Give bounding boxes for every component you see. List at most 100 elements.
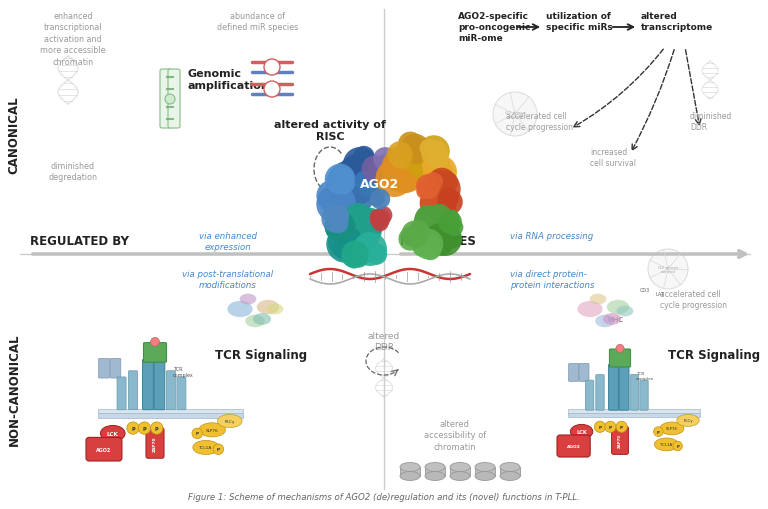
Circle shape <box>354 228 378 251</box>
Circle shape <box>430 182 453 206</box>
Circle shape <box>354 210 380 237</box>
Text: CANONICAL: CANONICAL <box>8 96 21 174</box>
Circle shape <box>405 142 432 169</box>
Text: P: P <box>196 432 199 436</box>
Circle shape <box>616 345 624 353</box>
FancyBboxPatch shape <box>160 70 172 129</box>
Text: TCR
complex: TCR complex <box>173 366 194 377</box>
Text: LCK: LCK <box>107 431 118 436</box>
Circle shape <box>423 156 457 190</box>
Text: TCR Signaling: TCR Signaling <box>668 348 760 361</box>
Text: P: P <box>155 426 158 431</box>
Circle shape <box>366 244 387 265</box>
Ellipse shape <box>617 306 634 317</box>
Text: P: P <box>609 425 612 429</box>
Circle shape <box>379 156 392 168</box>
Circle shape <box>673 441 683 451</box>
Circle shape <box>333 173 376 215</box>
Ellipse shape <box>654 438 678 451</box>
Circle shape <box>424 199 448 222</box>
Circle shape <box>366 243 385 262</box>
FancyBboxPatch shape <box>568 364 578 382</box>
Circle shape <box>192 428 203 439</box>
Circle shape <box>648 249 688 290</box>
FancyBboxPatch shape <box>631 375 639 410</box>
Circle shape <box>365 182 379 196</box>
Text: via direct protein-
protein interactions: via direct protein- protein interactions <box>510 269 594 290</box>
Text: REGULATES: REGULATES <box>400 235 477 247</box>
Ellipse shape <box>450 463 470 471</box>
Circle shape <box>422 141 449 168</box>
Circle shape <box>391 152 405 166</box>
Text: PLCγ: PLCγ <box>224 419 235 423</box>
FancyBboxPatch shape <box>619 364 629 410</box>
FancyBboxPatch shape <box>585 380 594 410</box>
Circle shape <box>352 252 367 268</box>
Circle shape <box>325 164 356 195</box>
Circle shape <box>327 197 353 223</box>
Circle shape <box>417 206 439 228</box>
Text: P: P <box>131 426 135 431</box>
FancyBboxPatch shape <box>557 435 590 457</box>
Circle shape <box>369 167 383 182</box>
Text: altered
accessibility of
chromatin: altered accessibility of chromatin <box>424 419 486 451</box>
Circle shape <box>354 208 384 238</box>
Circle shape <box>357 172 382 197</box>
Circle shape <box>443 230 462 249</box>
Circle shape <box>362 156 389 183</box>
Circle shape <box>604 421 616 433</box>
Bar <box>475 467 495 476</box>
Ellipse shape <box>500 471 520 480</box>
Text: ZAP70: ZAP70 <box>618 434 622 447</box>
FancyBboxPatch shape <box>144 343 167 362</box>
Circle shape <box>388 145 425 182</box>
Circle shape <box>440 189 455 205</box>
Circle shape <box>411 156 433 179</box>
Circle shape <box>398 132 422 157</box>
Ellipse shape <box>227 301 253 318</box>
Circle shape <box>326 161 374 208</box>
Ellipse shape <box>475 463 495 471</box>
Circle shape <box>437 190 463 215</box>
Ellipse shape <box>266 304 283 315</box>
Text: altered
DDR: altered DDR <box>368 331 400 351</box>
Circle shape <box>390 148 412 169</box>
Circle shape <box>326 226 364 263</box>
Circle shape <box>326 206 345 224</box>
Circle shape <box>387 142 412 167</box>
Circle shape <box>422 235 439 252</box>
Bar <box>98 413 243 418</box>
FancyBboxPatch shape <box>128 371 137 410</box>
Text: SLP76: SLP76 <box>666 427 678 431</box>
Ellipse shape <box>240 294 257 305</box>
Bar <box>400 467 420 476</box>
FancyBboxPatch shape <box>98 359 109 378</box>
Text: via post-translational
modifications: via post-translational modifications <box>183 269 273 290</box>
Circle shape <box>423 163 448 188</box>
Text: P: P <box>657 430 660 434</box>
Circle shape <box>339 229 359 249</box>
Text: P: P <box>676 444 679 448</box>
Circle shape <box>426 229 454 257</box>
Text: P: P <box>620 425 623 429</box>
Circle shape <box>316 186 354 223</box>
Circle shape <box>356 247 373 264</box>
Text: accelerated cell
cycle progression: accelerated cell cycle progression <box>660 290 727 309</box>
Circle shape <box>425 197 452 223</box>
Circle shape <box>389 149 416 176</box>
Ellipse shape <box>677 415 699 427</box>
Circle shape <box>415 217 445 246</box>
Circle shape <box>416 175 440 199</box>
Ellipse shape <box>400 471 420 480</box>
Circle shape <box>376 160 413 197</box>
Text: PLCγ: PLCγ <box>684 418 693 422</box>
Circle shape <box>264 82 280 98</box>
Circle shape <box>321 206 349 233</box>
Circle shape <box>335 234 359 258</box>
Circle shape <box>428 222 462 257</box>
Circle shape <box>138 422 151 434</box>
Circle shape <box>338 208 382 251</box>
Circle shape <box>420 239 442 261</box>
Text: AGO2: AGO2 <box>567 444 581 448</box>
Circle shape <box>438 211 462 235</box>
